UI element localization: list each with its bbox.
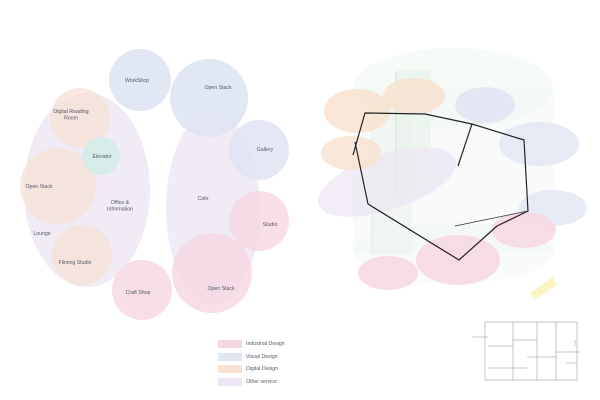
visual-volume <box>499 122 579 166</box>
right-massing-diagram <box>317 48 587 300</box>
other-service-volume <box>317 147 457 217</box>
zone-label: Lounge <box>33 231 50 237</box>
zone-label: Open Stack <box>207 286 235 292</box>
left-program-diagram: WorkShop Open Stack Digital Reading Room … <box>20 49 289 320</box>
zone-label: Open Stack <box>25 184 53 190</box>
zone-label: Cafe <box>198 196 209 202</box>
zone-label: Open Stack <box>204 85 232 91</box>
legend-item: Digital Design <box>218 363 285 375</box>
zone-open-stack-bottom-circle <box>172 233 252 313</box>
legend-item: Other service <box>218 376 285 388</box>
legend-label: Visual Design <box>246 353 278 360</box>
zone-label: Gallery <box>257 147 274 153</box>
zone-label: Filming Studio <box>59 260 92 266</box>
legend-label: Other service <box>246 378 277 385</box>
legend-swatch <box>218 377 242 386</box>
zone-label: Studio <box>263 222 278 228</box>
legend-swatch <box>218 352 242 361</box>
legend-item: Industrial Design <box>218 338 285 350</box>
zone-open-stack-left-circle <box>20 148 96 224</box>
legend-label: Industrial Design <box>246 341 285 347</box>
zone-label: Craft Shop <box>126 290 151 296</box>
digital-volume <box>321 136 381 170</box>
industrial-volume <box>358 256 418 290</box>
zone-workshop-circle <box>109 49 171 111</box>
circulation-path <box>454 210 529 227</box>
legend-label: Digital Design <box>246 366 279 373</box>
zone-label: Elevator <box>92 154 111 160</box>
zone-label: Office & Information <box>107 200 133 212</box>
legend-swatch <box>218 340 242 348</box>
zone-digital-reading-circle <box>50 88 110 148</box>
zone-gallery-circle <box>229 120 289 180</box>
zone-label: WorkShop <box>125 78 149 84</box>
digital-volume <box>324 89 390 133</box>
circulation-path <box>457 123 473 167</box>
zone-elevator-circle <box>82 137 120 175</box>
zone-open-stack-top-circle <box>170 59 248 137</box>
circulation-path <box>352 112 529 261</box>
visual-volume <box>455 87 515 123</box>
legend-swatch <box>218 365 242 374</box>
digital-volume <box>383 78 445 114</box>
zone-filming-studio-circle <box>52 225 112 285</box>
thumb-outline <box>484 321 578 381</box>
industrial-volume <box>492 212 556 248</box>
zone-studio-circle <box>229 191 289 251</box>
accent-volume <box>530 277 557 300</box>
legend-item: Visual Design <box>218 351 285 363</box>
zone-craft-shop-circle <box>112 260 172 320</box>
zone-label: Digital Reading Room <box>53 109 88 121</box>
legend: Industrial Design Visual Design Digital … <box>218 338 285 388</box>
floor-plan-thumbnail <box>472 321 580 381</box>
